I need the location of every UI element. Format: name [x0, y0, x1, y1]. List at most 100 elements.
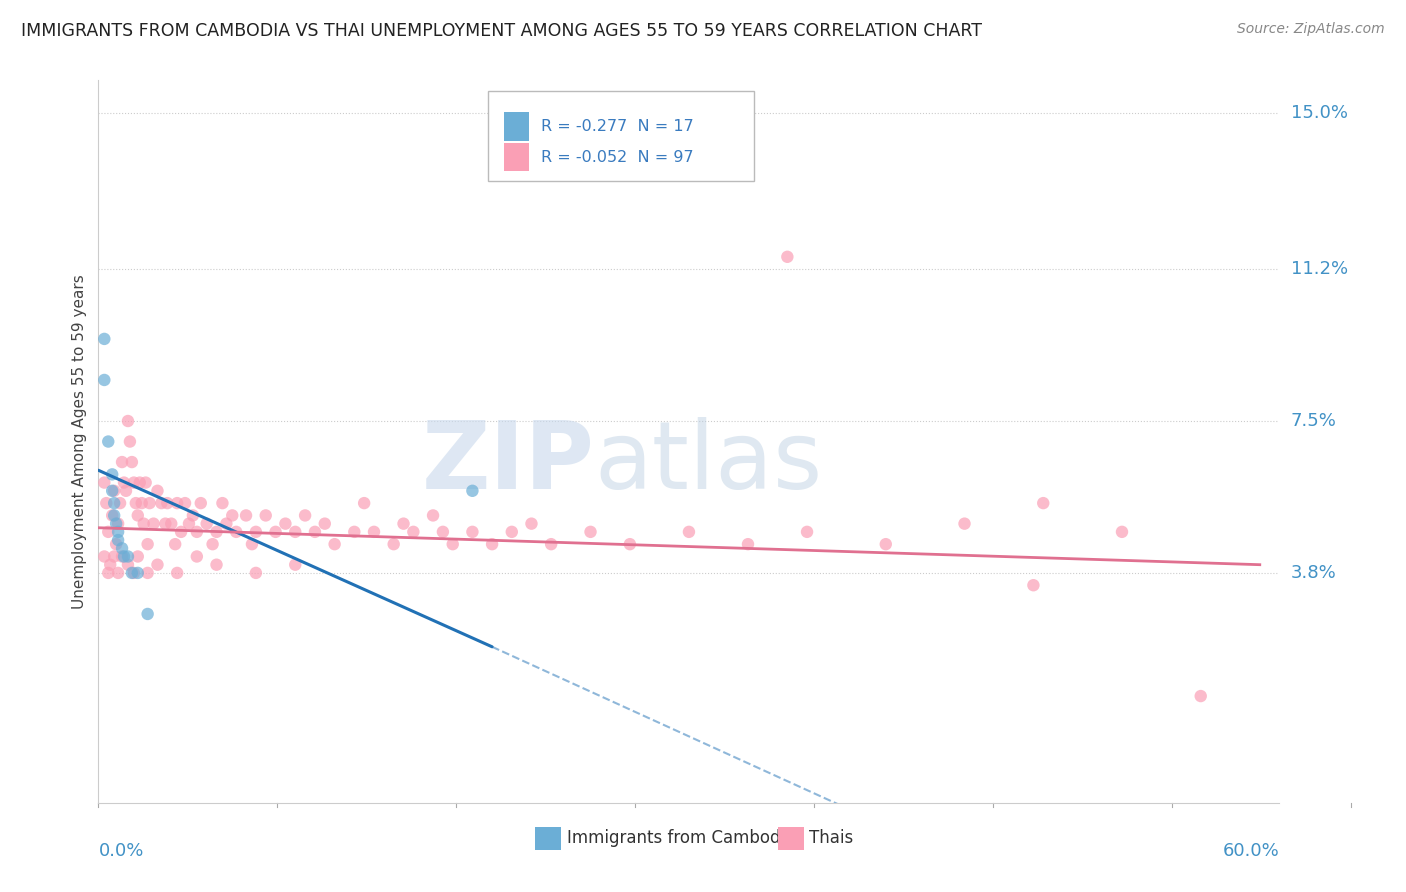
Point: [121, 455, 143, 469]
Point: [240, 537, 263, 551]
Point: [205, 558, 228, 572]
Point: [136, 566, 159, 580]
Point: [150, 496, 173, 510]
Point: [392, 516, 415, 531]
Point: [115, 483, 138, 498]
Point: [201, 537, 224, 551]
Point: [160, 516, 183, 531]
Point: [170, 524, 193, 539]
FancyBboxPatch shape: [536, 827, 561, 850]
FancyBboxPatch shape: [778, 827, 803, 850]
Point: [215, 516, 238, 531]
Point: [235, 508, 257, 523]
Point: [122, 566, 145, 580]
Point: [108, 496, 131, 510]
Point: [111, 541, 134, 556]
Point: [1111, 524, 1133, 539]
FancyBboxPatch shape: [488, 91, 754, 181]
Point: [343, 524, 366, 539]
Point: [205, 524, 228, 539]
Point: [112, 475, 135, 490]
Point: [128, 475, 150, 490]
Point: [323, 537, 346, 551]
Point: [97, 566, 120, 580]
Point: [245, 566, 267, 580]
Point: [101, 508, 124, 523]
Point: [103, 549, 125, 564]
Point: [678, 524, 700, 539]
Point: [441, 537, 464, 551]
Point: [254, 508, 277, 523]
Point: [1032, 496, 1054, 510]
Point: [166, 496, 188, 510]
Point: [284, 524, 307, 539]
Point: [103, 508, 125, 523]
Point: [1022, 578, 1045, 592]
Point: [211, 496, 233, 510]
Point: [501, 524, 523, 539]
Point: [136, 607, 159, 621]
Point: [274, 516, 297, 531]
Point: [461, 483, 484, 498]
Point: [245, 524, 267, 539]
Point: [146, 558, 169, 572]
Point: [432, 524, 454, 539]
Point: [142, 516, 165, 531]
Point: [186, 524, 208, 539]
Point: [117, 549, 139, 564]
Point: [136, 537, 159, 551]
Point: [101, 483, 124, 498]
Point: [131, 496, 153, 510]
Text: 3.8%: 3.8%: [1291, 564, 1336, 582]
Point: [125, 496, 148, 510]
Text: 0.0%: 0.0%: [98, 842, 143, 860]
Point: [93, 549, 115, 564]
Point: [97, 434, 120, 449]
Point: [155, 516, 177, 531]
Point: [520, 516, 543, 531]
Point: [107, 516, 129, 531]
Point: [93, 475, 115, 490]
Text: 60.0%: 60.0%: [1223, 842, 1279, 860]
Point: [156, 496, 179, 510]
Point: [481, 537, 503, 551]
Point: [117, 558, 139, 572]
Point: [98, 558, 121, 572]
Text: IMMIGRANTS FROM CAMBODIA VS THAI UNEMPLOYMENT AMONG AGES 55 TO 59 YEARS CORRELAT: IMMIGRANTS FROM CAMBODIA VS THAI UNEMPLO…: [21, 22, 981, 40]
Point: [103, 483, 125, 498]
Point: [382, 537, 405, 551]
Point: [264, 524, 287, 539]
Text: R = -0.052  N = 97: R = -0.052 N = 97: [541, 150, 695, 164]
Point: [402, 524, 425, 539]
Point: [953, 516, 976, 531]
Point: [579, 524, 602, 539]
Point: [195, 516, 218, 531]
Point: [540, 537, 562, 551]
Text: ZIP: ZIP: [422, 417, 595, 509]
Point: [353, 496, 375, 510]
Point: [107, 566, 129, 580]
Point: [461, 524, 484, 539]
Point: [107, 533, 129, 547]
Text: Thais: Thais: [810, 830, 853, 847]
Text: 11.2%: 11.2%: [1291, 260, 1348, 278]
FancyBboxPatch shape: [503, 143, 530, 171]
Point: [422, 508, 444, 523]
Point: [122, 475, 145, 490]
Point: [737, 537, 759, 551]
Point: [105, 516, 128, 531]
Point: [225, 524, 247, 539]
Point: [117, 414, 139, 428]
Point: [221, 508, 243, 523]
Point: [363, 524, 385, 539]
Point: [190, 496, 212, 510]
Point: [93, 373, 115, 387]
Text: Immigrants from Cambodia: Immigrants from Cambodia: [567, 830, 796, 847]
Point: [875, 537, 897, 551]
Point: [127, 508, 149, 523]
Point: [138, 496, 160, 510]
Point: [121, 566, 143, 580]
Point: [181, 508, 204, 523]
Point: [314, 516, 336, 531]
Point: [619, 537, 641, 551]
